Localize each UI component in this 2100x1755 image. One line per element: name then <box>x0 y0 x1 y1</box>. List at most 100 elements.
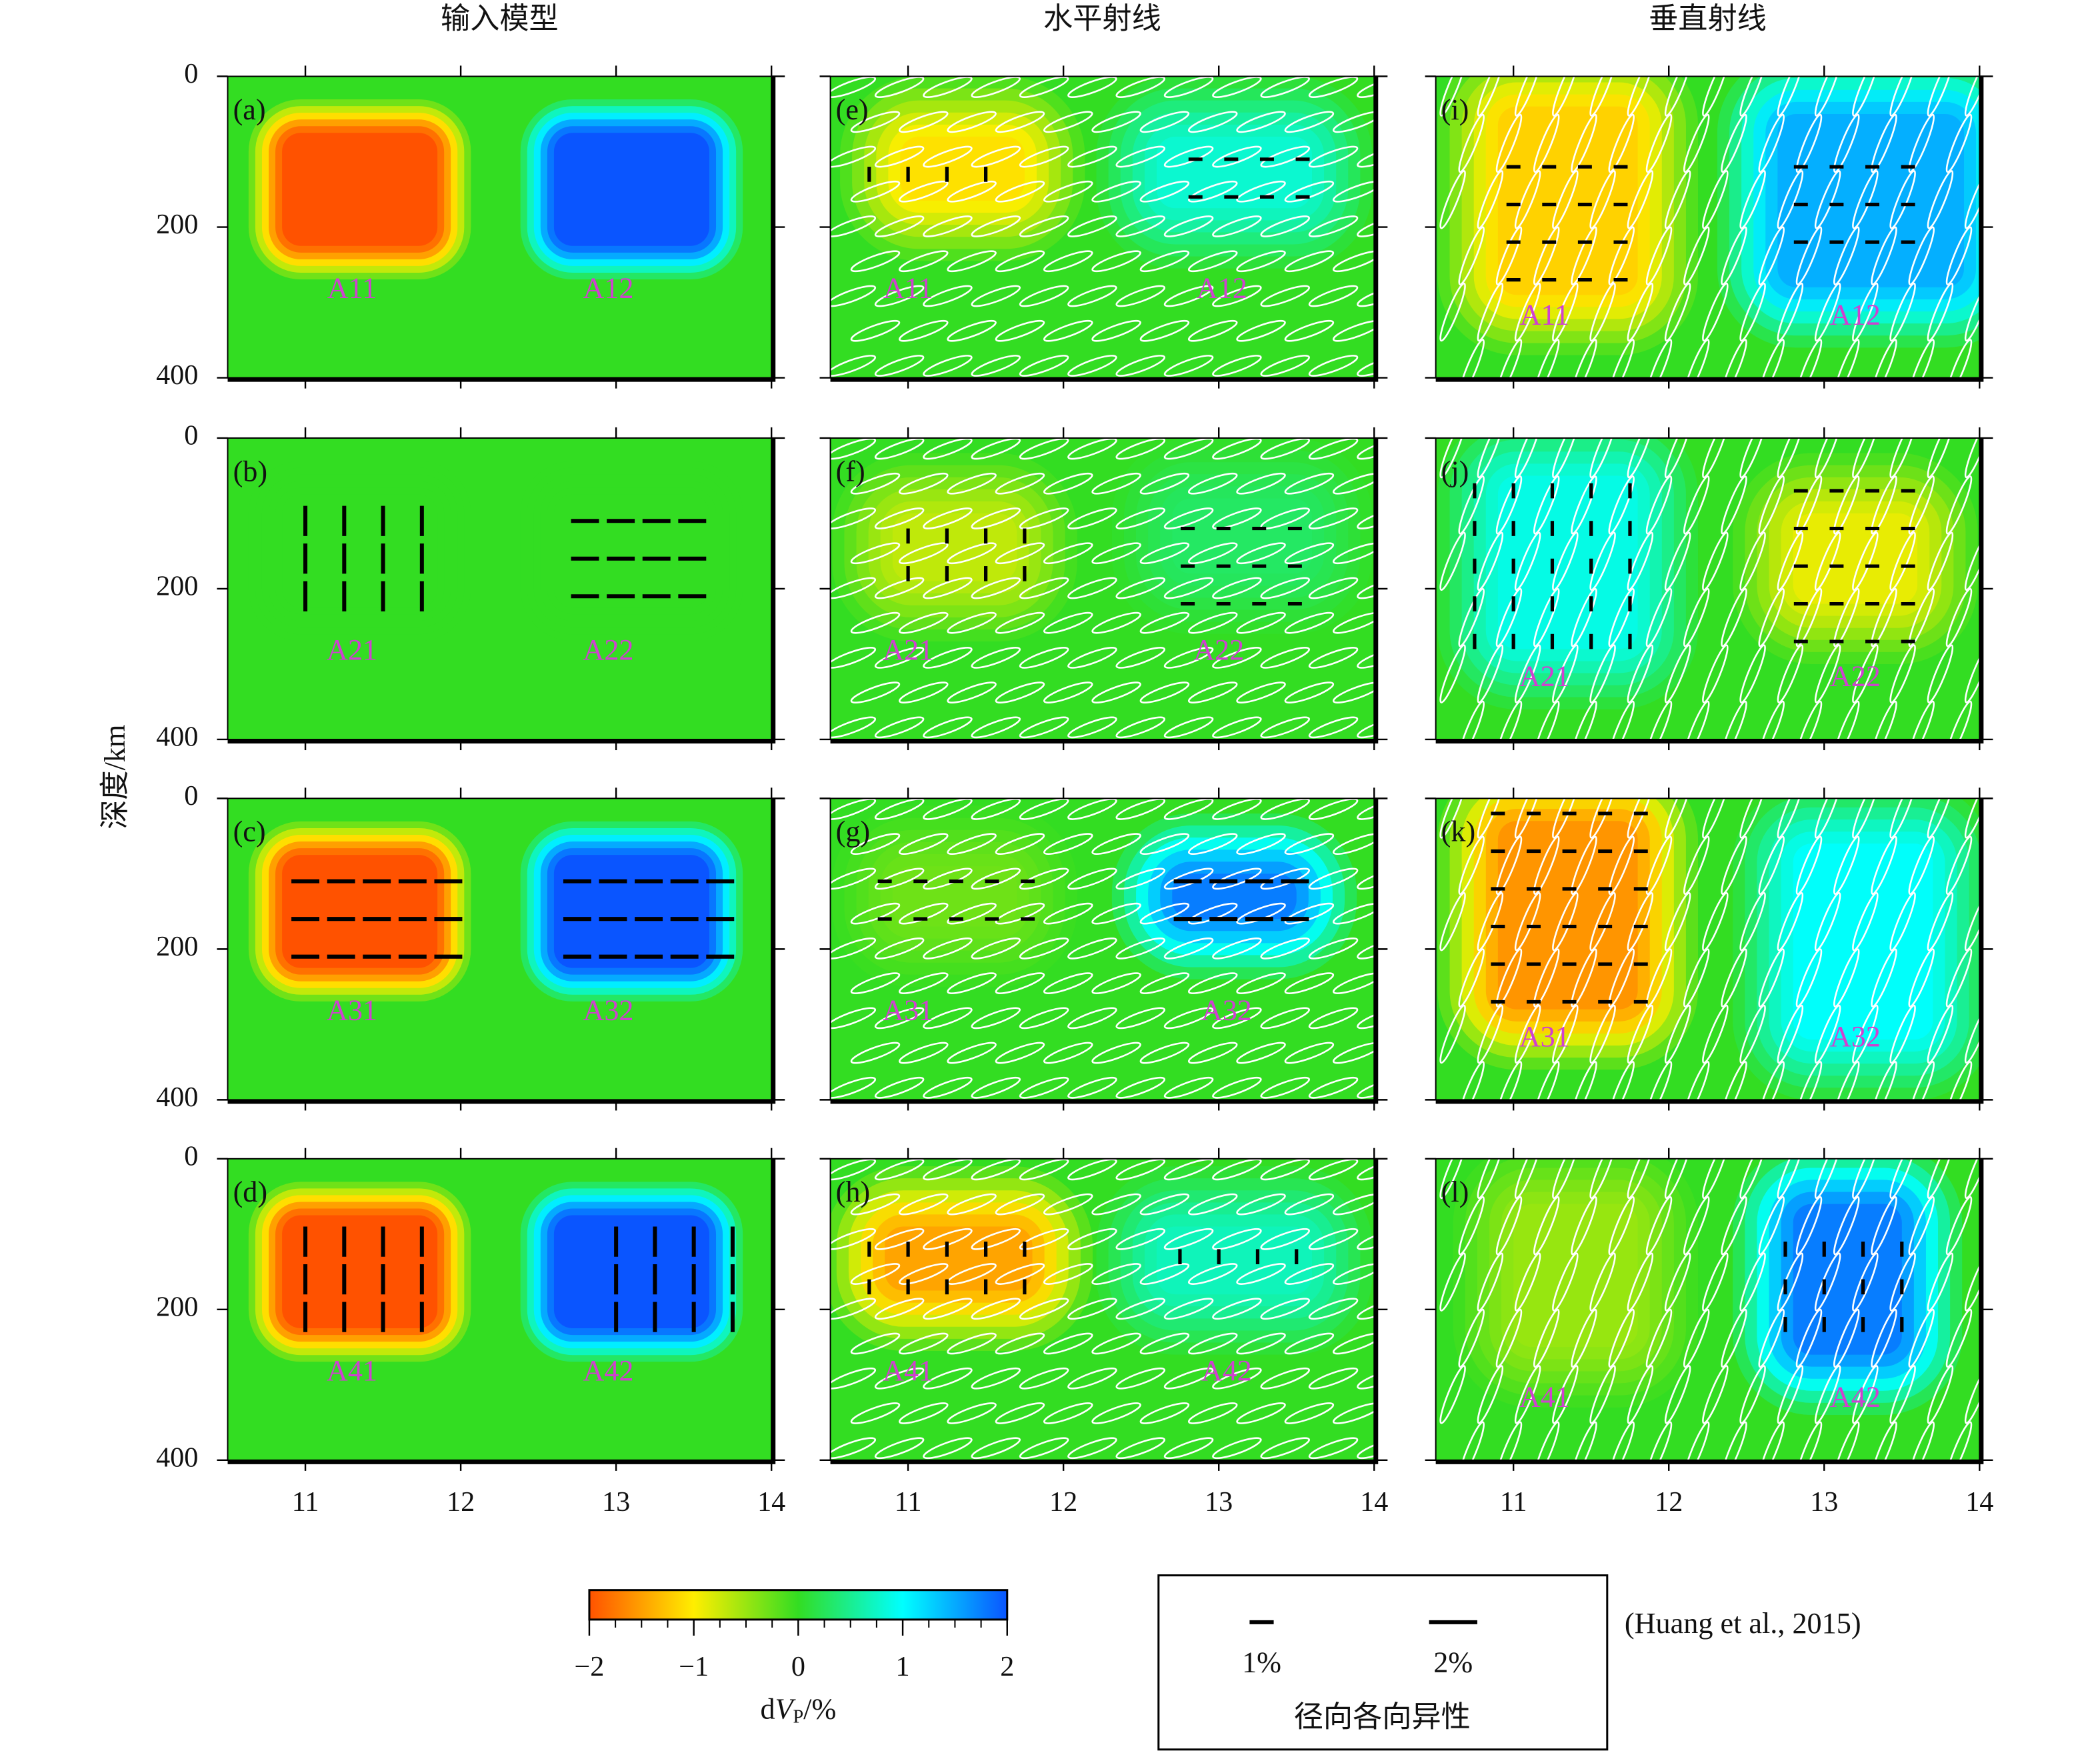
anomaly-label: A41 <box>883 1354 933 1387</box>
ray-ellipse <box>1260 1298 1310 1320</box>
ray-ellipse <box>1495 1308 1523 1368</box>
ray-ellipse <box>1284 250 1335 273</box>
ray-ellipse <box>1683 113 1710 173</box>
ray-ellipse <box>1115 1228 1166 1250</box>
ray-ellipse <box>923 1298 973 1320</box>
ray-ellipse <box>1332 180 1375 203</box>
ray-ellipse <box>1777 531 1804 591</box>
ray-ellipse <box>1458 835 1485 896</box>
ray-ellipse <box>1260 1158 1310 1181</box>
ray-ellipse <box>1571 226 1597 285</box>
ray-ellipse <box>1964 1252 1980 1312</box>
ray-ellipse <box>1308 1158 1359 1181</box>
ray-ellipse <box>830 867 877 890</box>
ray-ellipse <box>1927 170 1954 229</box>
ray-ellipse <box>1332 1402 1375 1424</box>
ray-ellipse <box>1067 937 1117 960</box>
ray-ellipse <box>1721 226 1747 285</box>
ray-ellipse <box>1187 611 1238 634</box>
ray-ellipse <box>971 507 1021 529</box>
anomaly-blob <box>282 494 438 608</box>
ray-ellipse <box>1212 437 1262 460</box>
ray-ellipse <box>1139 180 1190 203</box>
ray-ellipse <box>1533 835 1560 896</box>
ray-ellipse <box>1163 798 1214 820</box>
ray-ellipse <box>1795 948 1823 1008</box>
ray-ellipse <box>1981 587 2013 648</box>
ray-ellipse <box>1833 1196 1860 1256</box>
ray-ellipse <box>1091 1263 1141 1285</box>
ray-ellipse <box>1115 355 1166 377</box>
ray-ellipse <box>1187 387 1239 414</box>
ray-ellipse <box>1683 1061 1710 1100</box>
ray-ellipse <box>1260 285 1310 307</box>
ray-ellipse <box>923 76 973 98</box>
ray-ellipse <box>1163 507 1214 529</box>
ray-ellipse <box>995 111 1045 133</box>
ray-ellipse <box>1814 170 1841 229</box>
ray-ellipse <box>874 647 925 669</box>
ray-ellipse <box>1260 355 1310 377</box>
ray-ellipse <box>1852 892 1879 952</box>
ray-ellipse <box>1163 1228 1214 1250</box>
ray-ellipse <box>971 1228 1021 1250</box>
ray-ellipse <box>1589 798 1616 839</box>
ray-ellipse <box>1721 1196 1747 1256</box>
ray-ellipse <box>1139 1332 1190 1355</box>
ray-ellipse <box>947 250 997 273</box>
ray-ellipse <box>1019 1298 1069 1320</box>
ray-ellipse <box>1777 76 1804 117</box>
ray-ellipse <box>1284 180 1335 203</box>
ray-ellipse <box>1187 1402 1238 1424</box>
ray-ellipse <box>1777 798 1804 839</box>
ray-ellipse <box>1115 285 1166 307</box>
ray-ellipse <box>1552 1004 1579 1064</box>
ray-ellipse <box>1067 577 1117 599</box>
ray-ellipse <box>1833 587 1860 647</box>
column-title: 水平射线 <box>1043 2 1161 35</box>
ray-ellipse <box>1533 1061 1560 1100</box>
ray-ellipse <box>1608 339 1635 378</box>
ray-ellipse <box>995 180 1045 203</box>
anomaly-label: A32 <box>583 994 633 1027</box>
anomaly-label: A12 <box>583 272 633 305</box>
panel-frame-shadow <box>227 437 776 743</box>
ray-ellipse <box>1514 437 1541 479</box>
ray-ellipse <box>1357 215 1375 237</box>
ray-ellipse <box>1795 835 1823 896</box>
ray-ellipse <box>1683 587 1710 647</box>
panel-frame-shadow <box>1435 76 1984 382</box>
ray-ellipse <box>1019 145 1069 168</box>
ray-ellipse <box>1332 1042 1375 1064</box>
ray-ellipse <box>1627 1158 1654 1200</box>
ray-ellipse <box>899 542 949 565</box>
ray-ellipse <box>1067 145 1117 168</box>
ray-ellipse <box>1571 1061 1597 1100</box>
ray-ellipse <box>1043 972 1093 994</box>
ray-ellipse <box>1163 1007 1214 1030</box>
ray-ellipse <box>1683 1308 1710 1368</box>
ray-ellipse <box>1067 1367 1117 1390</box>
ray-ellipse <box>1091 1042 1141 1064</box>
ray-ellipse <box>994 1109 1045 1136</box>
ray-ellipse <box>1871 226 1897 285</box>
ray-ellipse <box>1477 644 1504 703</box>
ray-ellipse <box>1981 225 2013 286</box>
ray-ellipse <box>1758 339 1785 378</box>
ray-ellipse <box>971 285 1021 307</box>
ray-ellipse <box>923 215 973 237</box>
ray-ellipse <box>1664 437 1691 479</box>
ray-ellipse <box>1139 472 1190 495</box>
ray-ellipse <box>1019 937 1069 960</box>
y-tick-label: 0 <box>184 1140 198 1172</box>
ray-ellipse <box>1871 1061 1897 1100</box>
ray-ellipse <box>1981 699 2013 760</box>
panel-label: (d) <box>233 1176 268 1208</box>
ray-ellipse <box>1043 319 1093 342</box>
ray-ellipse <box>1115 1298 1166 1320</box>
ray-ellipse <box>1683 339 1710 378</box>
ray-ellipse <box>1163 285 1214 307</box>
ray-ellipse <box>1739 531 1766 591</box>
ray-ellipse <box>1357 1228 1375 1250</box>
